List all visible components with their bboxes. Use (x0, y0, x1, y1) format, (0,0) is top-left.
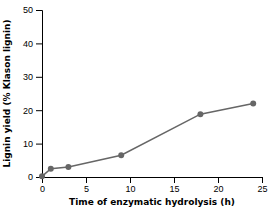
point (197, 111, 203, 117)
x-tick: 15 (169, 177, 179, 194)
x-tick-label: 10 (125, 184, 135, 194)
x-tick-label: 5 (84, 184, 89, 194)
x-tick: 10 (125, 177, 135, 194)
x-tick: 25 (257, 177, 267, 194)
y-axis-title: Lignin yield (% Klason lignin) (2, 19, 12, 167)
marks (39, 101, 256, 180)
point (250, 101, 256, 107)
x-tick-mark (262, 177, 263, 183)
point (118, 152, 124, 158)
y-tick-mark (36, 110, 42, 111)
x-tick: 20 (213, 177, 223, 194)
y-tick-label: 0 (28, 172, 33, 182)
x-tick-label: 0 (40, 184, 45, 194)
y-tick-label: 50 (23, 5, 33, 15)
y-tick-label: 30 (23, 72, 33, 82)
y-tick-label: 10 (23, 139, 33, 149)
y-tick: 30 (23, 72, 42, 82)
y-tick-mark (36, 144, 42, 145)
y-tick: 10 (23, 139, 42, 149)
y-tick: 40 (23, 39, 42, 49)
x-tick-mark (86, 177, 87, 183)
x-tick-mark (218, 177, 219, 183)
y-tick: 20 (23, 106, 42, 116)
x-axis-title: Time of enzymatic hydrolysis (h) (69, 197, 235, 207)
x-tick-mark (174, 177, 175, 183)
x-tick: 0 (40, 177, 45, 194)
x-tick-label: 25 (257, 184, 267, 194)
chart: 0 5 10 15 20 25 0 10 20 30 40 50 Time of enzymatic h… (0, 0, 274, 209)
x-tick-label: 15 (169, 184, 179, 194)
x-tick: 5 (84, 177, 89, 194)
x-tick-mark (130, 177, 131, 183)
y-tick-mark (36, 77, 42, 78)
point (39, 173, 45, 179)
line (42, 104, 253, 177)
point (48, 166, 54, 172)
y-axis-line (36, 11, 43, 178)
y-axis: 0 10 20 30 40 50 (23, 5, 43, 182)
y-tick-label: 40 (23, 39, 33, 49)
x-axis: 0 5 10 15 20 25 (40, 177, 268, 194)
plot: 0 5 10 15 20 25 0 10 20 30 40 50 (23, 5, 268, 194)
x-axis-line (43, 178, 263, 184)
point (65, 164, 71, 170)
y-tick-mark (36, 10, 42, 11)
y-tick: 50 (23, 5, 42, 15)
y-tick-label: 20 (23, 106, 33, 116)
y-tick-mark (36, 43, 42, 44)
x-tick-label: 20 (213, 184, 223, 194)
